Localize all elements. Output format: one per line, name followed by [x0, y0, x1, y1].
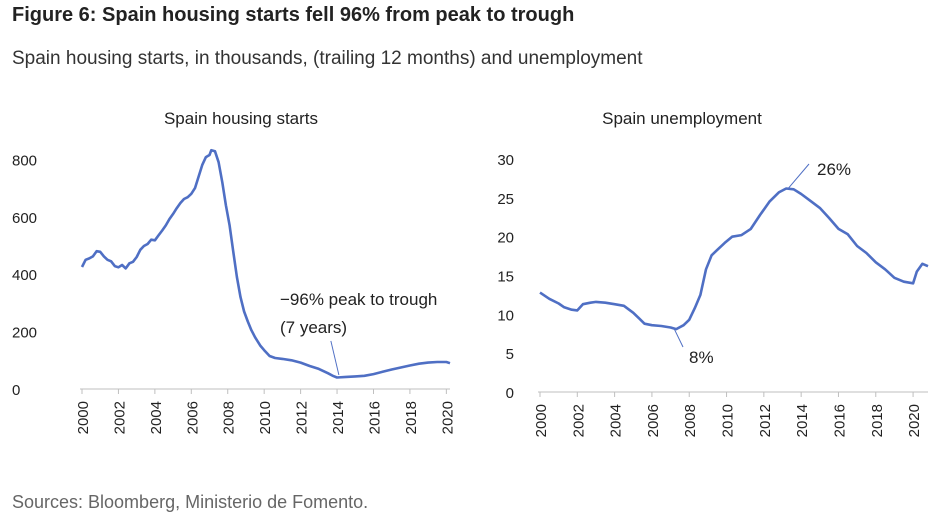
x-tick-label: 2010 [720, 404, 737, 437]
y-tick-label: 20 [497, 230, 514, 247]
figure-source: Sources: Bloomberg, Ministerio de Foment… [12, 492, 369, 512]
annotation-leader-line [787, 163, 810, 189]
x-tick-label: 2020 [439, 401, 456, 434]
x-tick-label: 2000 [533, 404, 550, 437]
x-tick-label: 2018 [869, 404, 886, 437]
x-tick-label: 2008 [682, 404, 699, 437]
annotation-text: 26% [817, 160, 851, 179]
x-tick-label: 2018 [403, 401, 420, 434]
y-tick-label: 15 [497, 269, 514, 286]
annotation-leader-line [330, 340, 340, 376]
y-tick-label: 10 [497, 307, 514, 324]
y-tick-label: 5 [506, 346, 514, 363]
annotation-text: −96% peak to trough [280, 290, 437, 309]
x-tick-label: 2012 [294, 401, 311, 434]
unemployment-chart: Spain unemployment 2000 2002 2004 2006 2008 20… [497, 109, 929, 437]
annotation-text: (7 years) [280, 318, 347, 337]
annotation-leader-line [673, 328, 684, 348]
chart-title: Spain unemployment [602, 109, 762, 128]
x-tick-label: 2008 [221, 401, 238, 434]
x-tick-label: 2004 [148, 401, 165, 434]
x-tick-label: 2014 [330, 401, 347, 434]
y-tick-label: 25 [497, 191, 514, 208]
y-tick-label: 0 [506, 385, 514, 402]
y-tick-label: 30 [497, 152, 514, 169]
x-tick-label: 2006 [184, 401, 201, 434]
x-tick-label: 2020 [906, 404, 923, 437]
y-tick-label: 200 [12, 325, 37, 342]
y-tick-label: 600 [12, 210, 37, 227]
annotation-text: 8% [689, 348, 714, 367]
x-tick-label: 2012 [757, 404, 774, 437]
x-tick-label: 2016 [831, 404, 848, 437]
figure-subtitle: Spain housing starts, in thousands, (tra… [12, 48, 643, 69]
y-tick-label: 800 [12, 152, 37, 169]
y-tick-label: 0 [12, 382, 20, 399]
x-tick-label: 2002 [570, 404, 587, 437]
x-tick-label: 2004 [608, 404, 625, 437]
x-tick-label: 2002 [111, 401, 128, 434]
x-tick-label: 2016 [366, 401, 383, 434]
y-tick-label: 400 [12, 267, 37, 284]
series-line [539, 187, 929, 331]
x-tick-label: 2010 [257, 401, 274, 434]
x-tick-label: 2014 [794, 404, 811, 437]
x-tick-label: 2006 [645, 404, 662, 437]
chart-title: Spain housing starts [164, 109, 318, 128]
x-tick-label: 2000 [75, 401, 92, 434]
figure-title: Figure 6: Spain housing starts fell 96% … [12, 4, 575, 26]
series-line [80, 148, 451, 379]
